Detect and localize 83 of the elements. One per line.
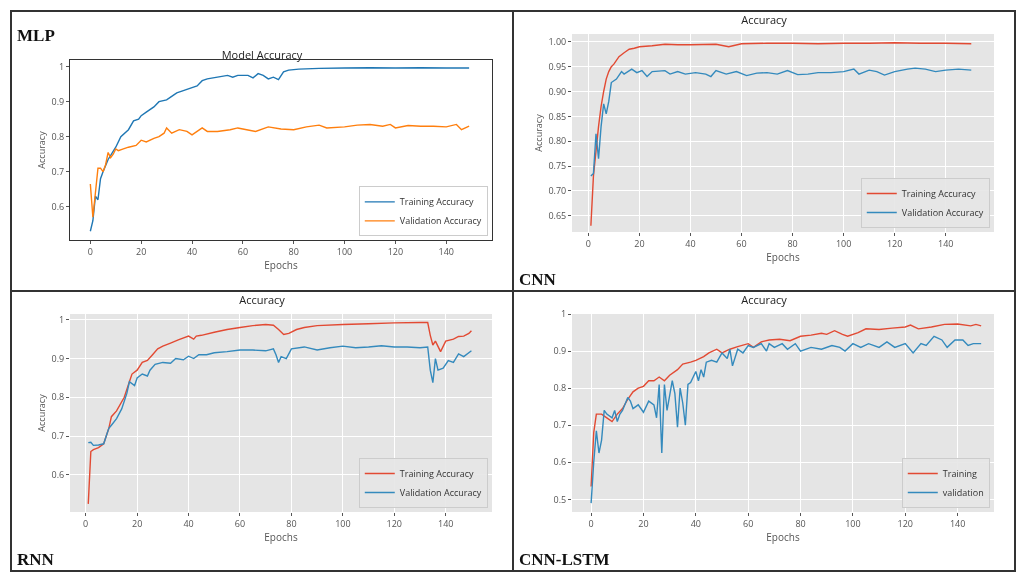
legend-label: Training Accuracy (399, 195, 475, 209)
y-tick-label: 0.85 (548, 109, 567, 123)
y-axis-title: Accuracy (34, 393, 48, 432)
y-tick-label: 0.6 (553, 455, 567, 469)
line-series (590, 323, 982, 488)
x-tick-label: 140 (437, 516, 454, 530)
y-axis-title: Accuracy (531, 113, 545, 152)
y-tick-label: 1 (561, 307, 567, 321)
x-tick-label: 20 (131, 516, 143, 530)
x-tick-label: 60 (234, 516, 246, 530)
x-tick-label: 40 (183, 516, 194, 530)
x-tick-label: 40 (685, 236, 696, 250)
y-axis-title: Accuracy (34, 130, 48, 169)
x-tick-label: 140 (438, 244, 454, 258)
line-series (87, 345, 473, 447)
y-tick-label: 0.6 (51, 467, 65, 481)
x-tick-label: 20 (638, 516, 649, 530)
y-tick-label: 0.90 (548, 84, 567, 98)
y-tick-label: 0.7 (553, 418, 567, 432)
y-tick-label: 0.9 (51, 94, 65, 108)
x-axis-title: Epochs (766, 249, 800, 264)
text: MLP (17, 26, 55, 45)
y-tick-label: 1 (59, 312, 65, 326)
x-tick-label: 100 (845, 516, 861, 530)
y-tick-label: 0.9 (51, 351, 65, 365)
x-axis-title: Epochs (264, 257, 298, 272)
x-tick-label: 80 (787, 236, 798, 250)
text: CNN-LSTM (519, 550, 610, 569)
chart-title: Accuracy (741, 291, 788, 307)
legend-label: Training (942, 467, 977, 481)
x-tick-label: 20 (136, 244, 147, 258)
y-tick-label: 1.00 (548, 34, 567, 48)
y-tick-label: 0.8 (553, 381, 567, 395)
y-tick-label: 0.7 (51, 429, 65, 443)
x-tick-label: 0 (585, 236, 591, 250)
line-series (590, 67, 972, 177)
y-tick-label: 0.6 (51, 199, 65, 213)
x-axis-title: Epochs (264, 529, 298, 544)
y-tick-label: 1 (59, 59, 65, 73)
text: CNN (519, 270, 557, 289)
x-tick-label: 120 (387, 244, 404, 258)
legend-label: Validation Accuracy (901, 206, 984, 220)
y-tick-label: 0.75 (548, 159, 567, 173)
y-tick-label: 0.8 (51, 390, 65, 404)
x-tick-label: 60 (736, 236, 747, 250)
x-tick-label: 100 (835, 236, 852, 250)
y-tick-label: 0.9 (553, 344, 567, 358)
x-tick-label: 120 (897, 516, 913, 530)
x-tick-label: 120 (386, 516, 403, 530)
legend-label: validation (942, 486, 984, 500)
legend-label: Validation Accuracy (399, 486, 482, 500)
x-tick-label: 60 (237, 244, 249, 258)
y-tick-label: 0.7 (51, 164, 65, 178)
x-tick-label: 80 (286, 516, 297, 530)
legend-label: Validation Accuracy (399, 214, 482, 228)
x-tick-label: 100 (336, 244, 353, 258)
y-tick-label: 0.65 (548, 208, 567, 222)
x-tick-label: 140 (938, 236, 954, 250)
legend-label: Training Accuracy (901, 187, 977, 201)
x-tick-label: 40 (690, 516, 701, 530)
x-tick-label: 120 (886, 236, 903, 250)
x-tick-label: 140 (949, 516, 966, 530)
y-tick-label: 0.8 (51, 129, 65, 143)
x-tick-label: 0 (588, 516, 594, 530)
x-tick-label: 40 (186, 244, 198, 258)
line-series (590, 335, 982, 504)
x-axis-title: Epochs (766, 529, 800, 544)
chart-title: Accuracy (741, 11, 788, 27)
x-tick-label: 80 (288, 244, 299, 258)
x-tick-label: 20 (634, 236, 645, 250)
legend-label: Training Accuracy (399, 467, 475, 481)
y-tick-label: 0.95 (548, 59, 567, 73)
x-tick-label: 80 (795, 516, 806, 530)
y-tick-label: 0.70 (548, 184, 567, 198)
y-tick-label: 0.5 (553, 492, 567, 506)
chart-title: Accuracy (239, 291, 286, 307)
text: RNN (17, 550, 55, 569)
x-tick-label: 60 (743, 516, 754, 530)
x-tick-label: 0 (83, 516, 89, 530)
x-tick-label: 100 (335, 516, 351, 530)
chart-title: Model Accuracy (221, 46, 303, 62)
y-tick-label: 0.80 (548, 134, 567, 148)
x-tick-label: 0 (87, 244, 93, 258)
